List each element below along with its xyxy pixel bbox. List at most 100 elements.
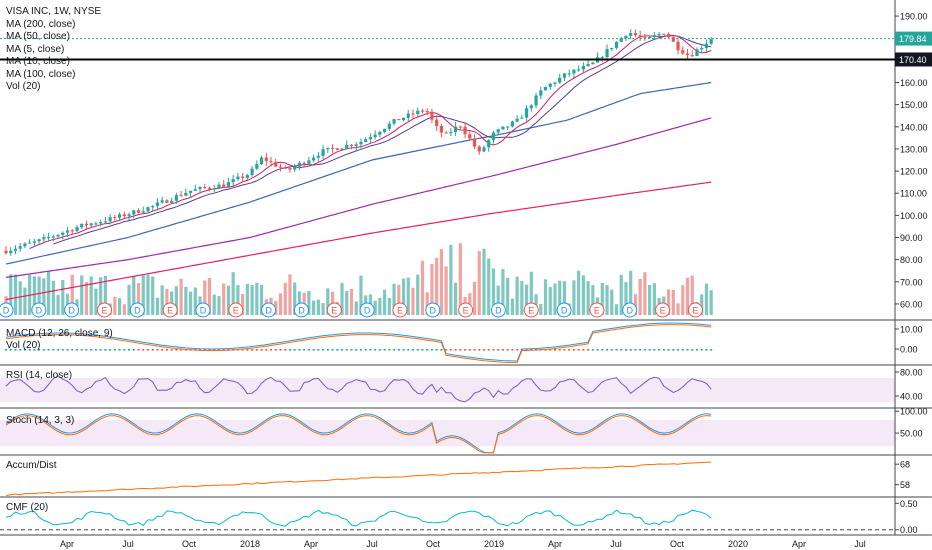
volume-bar bbox=[444, 266, 448, 315]
volume-bar bbox=[84, 281, 89, 315]
macd-histogram-bar bbox=[322, 349, 325, 351]
candle-body bbox=[548, 83, 552, 87]
volume-bar bbox=[629, 270, 633, 315]
volume-bar bbox=[420, 260, 425, 315]
candle-body bbox=[453, 126, 458, 133]
svg-text:E: E bbox=[167, 306, 173, 316]
svg-text:D: D bbox=[68, 306, 75, 316]
y-tick-label: 70.00 bbox=[900, 277, 923, 287]
macd-histogram-bar bbox=[374, 349, 377, 351]
macd-histogram-bar bbox=[553, 349, 556, 351]
candle-body bbox=[198, 187, 202, 190]
candle-body bbox=[695, 49, 699, 57]
x-tick-label: 2019 bbox=[484, 539, 504, 549]
macd-histogram-bar bbox=[402, 349, 405, 351]
candle-body bbox=[293, 166, 297, 170]
volume-bar bbox=[160, 285, 164, 315]
candle-body bbox=[354, 144, 358, 147]
candle-body bbox=[543, 86, 548, 91]
macd-histogram-bar bbox=[667, 349, 670, 351]
candle-body bbox=[662, 33, 666, 35]
candle-body bbox=[179, 195, 183, 197]
macd-histogram-bar bbox=[355, 349, 358, 351]
candle-body bbox=[482, 147, 486, 152]
ma200-line bbox=[5, 181, 712, 301]
volume-bar bbox=[383, 289, 387, 315]
event-marker-d: D bbox=[359, 302, 375, 318]
candle-body bbox=[534, 95, 538, 106]
volume-bar bbox=[222, 283, 226, 315]
x-tick-label: Oct bbox=[670, 539, 685, 549]
macd-histogram-bar bbox=[468, 349, 471, 351]
macd-histogram-bar bbox=[14, 349, 17, 351]
candle-body bbox=[401, 117, 406, 121]
event-marker-d: D bbox=[0, 302, 14, 318]
candle-body bbox=[269, 160, 273, 162]
volume-bar bbox=[278, 293, 283, 315]
candle-body bbox=[28, 242, 32, 244]
volume-bar bbox=[666, 289, 671, 315]
macd-histogram-bar bbox=[156, 349, 159, 351]
macd-histogram-bar bbox=[487, 349, 490, 351]
candle-body bbox=[193, 189, 197, 191]
volume-bar bbox=[307, 291, 311, 315]
x-tick-label: Jul bbox=[610, 539, 622, 549]
svg-text:D: D bbox=[200, 306, 207, 316]
macd-histogram-bar bbox=[199, 349, 202, 351]
event-marker-d: D bbox=[64, 302, 80, 318]
macd-histogram-bar bbox=[369, 349, 372, 351]
candle-body bbox=[368, 137, 373, 140]
volume-bar bbox=[387, 298, 391, 315]
candle-body bbox=[435, 119, 439, 127]
macd-histogram-bar bbox=[653, 349, 656, 351]
macd-histogram-bar bbox=[620, 349, 623, 351]
macd-histogram-bar bbox=[359, 349, 362, 351]
candle-body bbox=[37, 239, 41, 242]
volume-bar bbox=[510, 298, 514, 315]
macd-histogram-bar bbox=[634, 349, 637, 351]
volume-bar bbox=[652, 283, 656, 315]
macd-histogram-bar bbox=[33, 349, 36, 351]
macd-histogram-bar bbox=[421, 349, 424, 351]
candle-body bbox=[387, 123, 391, 129]
volume-bar bbox=[605, 285, 609, 315]
volume-bar bbox=[681, 285, 685, 315]
volume-bar bbox=[685, 277, 690, 315]
legend-ma200: MA (200, close) bbox=[6, 18, 76, 30]
macd-histogram-bar bbox=[525, 349, 528, 351]
macd-histogram-bar bbox=[203, 349, 206, 351]
macd-histogram-bar bbox=[686, 349, 689, 351]
macd-histogram-bar bbox=[506, 349, 509, 351]
volume-bar bbox=[188, 291, 193, 315]
volume-bar bbox=[411, 287, 415, 315]
volume-bar bbox=[558, 280, 562, 315]
volume-bar bbox=[293, 282, 297, 315]
chart-legend: VISA INC, 1W, NYSE MA (200, close) MA (5… bbox=[6, 6, 101, 94]
candle-body bbox=[113, 217, 117, 219]
ma10-line bbox=[53, 35, 712, 245]
accum-tick-label: 58 bbox=[900, 480, 910, 490]
x-tick-label: Apr bbox=[60, 539, 74, 549]
event-marker-e: E bbox=[96, 302, 112, 318]
candle-body bbox=[605, 48, 609, 58]
macd-histogram-bar bbox=[170, 349, 173, 351]
rsi-tick-label: 40.00 bbox=[900, 392, 923, 402]
volume-bar bbox=[165, 288, 169, 315]
svg-text:D: D bbox=[561, 306, 568, 316]
macd-histogram-bar bbox=[284, 349, 287, 351]
candle-body bbox=[468, 134, 472, 139]
macd-histogram-bar bbox=[577, 349, 580, 351]
macd-signal-line bbox=[5, 324, 712, 364]
macd-histogram-bar bbox=[66, 349, 69, 351]
volume-bar bbox=[193, 287, 197, 315]
candle-body bbox=[463, 126, 467, 135]
macd-histogram-bar bbox=[454, 349, 457, 351]
y-tick-label: 150.00 bbox=[900, 100, 928, 110]
candle-body bbox=[250, 168, 254, 175]
candle-body bbox=[226, 182, 231, 187]
volume-bar bbox=[46, 271, 51, 315]
volume-bar bbox=[501, 269, 505, 315]
volume-bar bbox=[321, 303, 325, 315]
y-tick-label: 120.00 bbox=[900, 167, 928, 177]
